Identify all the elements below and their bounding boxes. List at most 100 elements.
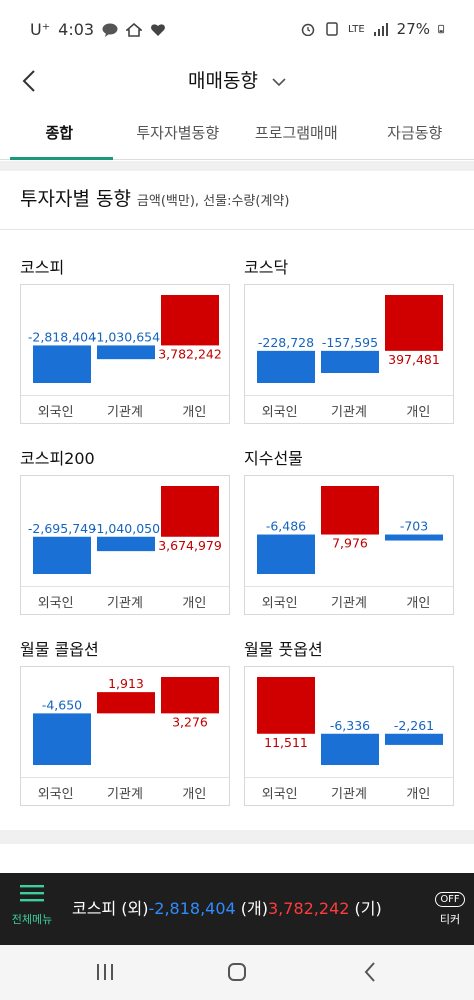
tab-bar: 종합 투자자별동향 프로그램매매 자금동향 [0, 108, 474, 160]
full-menu-button[interactable]: 전체메뉴 [6, 883, 58, 939]
data-label: 11,511 [264, 735, 308, 750]
bar-개인 [161, 295, 219, 346]
x-tick-label: 기관계 [331, 405, 367, 420]
chart-card-put-option[interactable]: 11,511 -6,336 -2,261 외국인 기관계 개인 [244, 666, 454, 806]
carrier-label: U⁺ [30, 20, 51, 39]
system-nav-bar [0, 945, 474, 1000]
bar-기관계 [321, 350, 379, 374]
data-label: -2,261 [394, 718, 434, 733]
ticker-toggle-button[interactable]: OFF 티커 [434, 887, 466, 927]
tab-program-trading[interactable]: 프로그램매매 [237, 108, 356, 159]
x-tick-label: 개인 [406, 405, 431, 420]
tab-label: 자금동향 [387, 124, 443, 142]
tab-label: 종합 [45, 124, 74, 142]
card-title-kospi200: 코스피200 [20, 449, 95, 468]
network-label: LTE [348, 23, 365, 35]
ticker-institution-tag: (기) [354, 899, 382, 918]
x-tick-label: 기관계 [107, 405, 143, 420]
ticker-individual-value: 3,782,242 [268, 899, 350, 918]
back-button-icon[interactable] [356, 959, 386, 985]
tab-investor-trend[interactable]: 투자자별동향 [119, 108, 238, 159]
chevron-down-icon [272, 77, 286, 86]
section-subtitle: 금액(백만), 선물:수량(계약) [136, 194, 290, 209]
chart-card-kosdaq[interactable]: -228,728 -157,595 397,481 외국인 기관계 개인 [244, 284, 454, 424]
bar-기관계 [321, 733, 379, 765]
bar-기관계 [97, 692, 155, 714]
chart-card-call-option[interactable]: -4,650 1,913 3,276 외국인 기관계 개인 [20, 666, 230, 806]
battery-percent: 27% [396, 20, 430, 38]
bar-개인 [385, 295, 443, 351]
data-label: -2,695,749 [28, 521, 96, 536]
x-axis: 외국인 기관계 개인 [245, 395, 453, 424]
bar-외국인 [33, 713, 91, 765]
data-label: -1,030,654 [92, 329, 160, 344]
status-bar: U⁺ 4:03 LTE 27% [0, 0, 474, 62]
bar-외국인 [33, 345, 91, 383]
recent-apps-icon[interactable] [90, 959, 120, 985]
bar-chart: -2,818,404-1,030,654 3,782,242 [28, 295, 222, 383]
x-tick-label: 기관계 [107, 787, 143, 802]
data-label: -6,336 [330, 718, 370, 733]
data-label: 3,674,979 [158, 538, 222, 553]
bar-기관계 [321, 486, 379, 535]
chart-card-kospi[interactable]: -2,818,404 -1,030,654 3,782,242 외국인 기관계 개인 [20, 284, 230, 424]
bar-외국인 [257, 534, 315, 574]
ticker-off-badge: OFF [435, 892, 465, 907]
x-tick-label: 외국인 [261, 405, 298, 420]
x-tick-label: 외국인 [37, 405, 74, 420]
bar-chart: 11,511 -6,336 -2,261 [257, 677, 443, 765]
ticker-foreign-value: -2,818,404 [148, 899, 236, 918]
bar-개인 [161, 486, 219, 537]
x-tick-label: 기관계 [331, 787, 367, 802]
tab-label: 투자자별동향 [136, 124, 220, 142]
x-tick-label: 개인 [406, 596, 431, 611]
home-icon [126, 22, 143, 37]
x-axis: 외국인 기관계 개인 [21, 777, 229, 806]
status-time: 4:03 [58, 20, 95, 39]
section-separator [0, 830, 474, 844]
x-tick-label: 외국인 [261, 787, 298, 802]
bar-chart: -6,486 7,976 -703 [257, 486, 443, 574]
bar-외국인 [33, 536, 91, 574]
x-axis: 외국인 기관계 개인 [21, 395, 229, 424]
bar-chart: -4,650 1,913 3,276 [33, 676, 219, 765]
bar-개인 [161, 677, 219, 714]
chart-card-kospi200[interactable]: -2,695,749 -1,040,050 3,674,979 외국인 기관계 개인 [20, 475, 230, 615]
signal-icon [373, 23, 388, 36]
page-title-text: 매매동향 [188, 70, 258, 92]
ticker-label: 티커 [439, 913, 461, 926]
home-button-icon[interactable] [222, 959, 252, 985]
data-label: 7,976 [332, 536, 368, 551]
ticker-foreign-tag: (외) [121, 899, 149, 918]
battery-icon [438, 24, 445, 34]
x-tick-label: 기관계 [107, 596, 143, 611]
data-label: 3,276 [172, 714, 208, 729]
bar-chart: -2,695,749-1,040,050 3,674,979 [28, 486, 222, 574]
data-label: 3,782,242 [158, 346, 222, 361]
page-title[interactable]: 매매동향 [0, 66, 474, 93]
card-title-call-option: 월물 콜옵션 [20, 640, 99, 659]
x-tick-label: 기관계 [331, 596, 367, 611]
x-tick-label: 개인 [182, 787, 207, 802]
page-header: 매매동향 [0, 62, 474, 106]
card-title-kospi: 코스피 [20, 258, 65, 277]
data-label: -157,595 [322, 335, 378, 350]
bar-외국인 [257, 350, 315, 383]
section-separator [0, 161, 474, 171]
tab-summary[interactable]: 종합 [0, 108, 119, 160]
data-label: 1,913 [108, 676, 144, 691]
card-title-put-option: 월물 풋옵션 [244, 640, 323, 659]
ticker-text[interactable]: 코스피 (외)-2,818,404 (개)3,782,242 (기) [72, 895, 382, 919]
tab-fund-trend[interactable]: 자금동향 [356, 108, 474, 159]
data-label: -2,818,404 [28, 329, 96, 344]
data-label: -228,728 [258, 335, 314, 350]
card-title-index-futures: 지수선물 [244, 449, 303, 468]
section-title-text: 투자자별 동향 [20, 188, 131, 210]
x-tick-label: 개인 [182, 596, 207, 611]
alarm-icon [301, 23, 315, 36]
bar-기관계 [97, 345, 155, 360]
back-arrow-icon[interactable] [16, 66, 46, 96]
chart-card-index-futures[interactable]: -6,486 7,976 -703 외국인 기관계 개인 [244, 475, 454, 615]
x-tick-label: 개인 [406, 787, 431, 802]
data-label: -6,486 [266, 519, 306, 534]
